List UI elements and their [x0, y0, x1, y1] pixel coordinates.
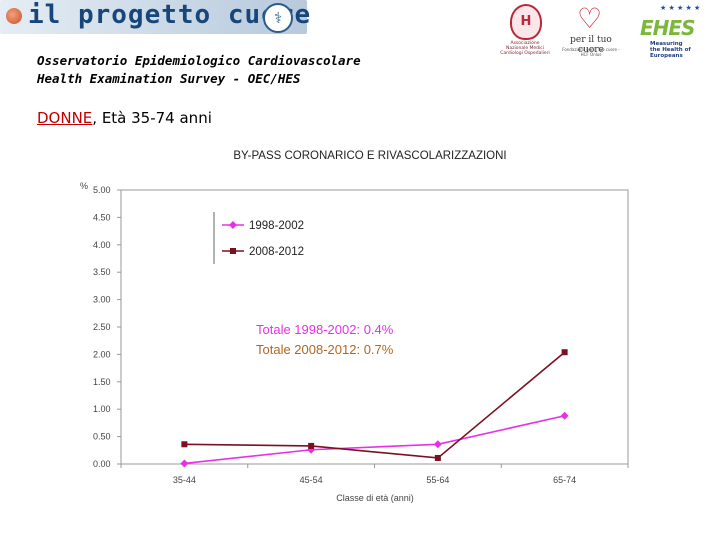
- y-tick-label: 3.00: [93, 295, 111, 305]
- y-tick-label: 2.00: [93, 349, 111, 359]
- x-tick-label: 35-44: [173, 475, 196, 485]
- annotation-box: [253, 318, 423, 358]
- eu-stars-icon: ★ ★ ★ ★ ★: [660, 4, 701, 12]
- data-point: [561, 349, 568, 356]
- annotation-text: Totale 1998-2002: 0.4%: [256, 322, 394, 337]
- x-tick-label: 65-74: [553, 475, 576, 485]
- y-tick-label: 0.50: [93, 432, 111, 442]
- y-tick-label: 3.50: [93, 267, 111, 277]
- data-point: [434, 454, 441, 461]
- data-point: [560, 411, 569, 420]
- y-tick-label: 1.00: [93, 404, 111, 414]
- chart-title: BY-PASS CORONARICO E RIVASCOLARIZZAZIONI: [233, 150, 506, 162]
- legend-label: 1998-2002: [249, 220, 304, 232]
- x-tick-label: 55-64: [426, 475, 449, 485]
- header-title-line2: Health Examination Survey - OEC/HES: [37, 71, 301, 86]
- per-il-tuo-cuore-caption: Fondazione per il Tuo cuore - HCF Onlus: [562, 47, 620, 57]
- anmco-emblem: H: [510, 4, 542, 40]
- ehes-wordmark: EHES: [640, 16, 695, 40]
- series-line: [184, 351, 566, 459]
- swirl-icon: [6, 8, 22, 24]
- legend-label: 2008-2012: [249, 246, 304, 258]
- heart-icon: ♡: [577, 2, 603, 35]
- per-il-tuo-cuore-text: per il tuo cuore: [570, 35, 612, 55]
- y-tick-label: 4.00: [93, 240, 111, 250]
- subtitle-gender: DONNE: [37, 109, 93, 127]
- annotation-text: Totale 2008-2012: 0.7%: [256, 342, 394, 357]
- ehes-tagline-line: the Health of: [650, 47, 691, 53]
- data-point: [308, 442, 315, 449]
- anmco-caption: Associazione Nazionale Medici Cardiologi…: [500, 41, 550, 56]
- data-point: [180, 459, 189, 468]
- data-point: [433, 440, 442, 449]
- anmco-logo: H Associazione Nazionale Medici Cardiolo…: [500, 4, 550, 56]
- data-point: [229, 221, 237, 229]
- y-tick-label: 2.50: [93, 322, 111, 332]
- y-axis-label: %: [80, 181, 88, 191]
- subtitle-age: , Età 35-74 anni: [92, 109, 212, 127]
- per-il-tuo-cuore-logo: ♡ per il tuo cuore Fondazione per il Tuo…: [560, 2, 622, 58]
- y-tick-label: 1.50: [93, 377, 111, 387]
- caduceus-icon: ⚕: [263, 3, 293, 33]
- ehes-tagline: Measuring the Health of Europeans: [650, 41, 691, 59]
- data-point: [230, 248, 236, 254]
- y-tick-label: 4.50: [93, 212, 111, 222]
- progetto-cuore-logo: il progetto cuore ⚕: [0, 0, 310, 34]
- header-title-line1: Osservatorio Epidemiologico Cardiovascol…: [37, 53, 361, 68]
- x-tick-label: 45-54: [300, 475, 323, 485]
- data-point: [181, 441, 188, 448]
- population-subtitle: DONNE, Età 35-74 anni: [37, 109, 212, 127]
- ehes-logo: ★ ★ ★ ★ ★ EHES Measuring the Health of E…: [638, 4, 714, 60]
- ehes-tagline-line: Measuring: [650, 41, 683, 47]
- y-tick-label: 5.00: [93, 185, 111, 195]
- ehes-tagline-line: Europeans: [650, 53, 683, 59]
- y-tick-label: 0.00: [93, 459, 111, 469]
- x-axis-label: Classe di età (anni): [336, 493, 414, 503]
- series-line: [184, 414, 565, 465]
